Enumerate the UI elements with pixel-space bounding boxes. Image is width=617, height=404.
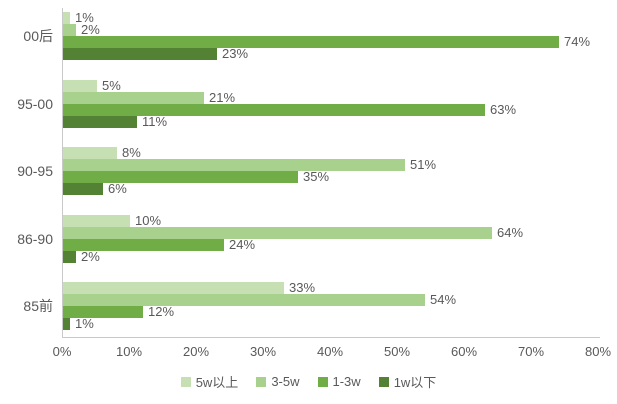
bar-1w以下-86-90 <box>63 250 76 263</box>
bar-1w以下-85前 <box>63 318 70 330</box>
category-label-00后: 00后 <box>23 28 53 44</box>
data-label-1-3w-00后: 74% <box>564 34 591 49</box>
data-label-1-3w-90-95: 35% <box>303 169 330 184</box>
y-axis-line <box>62 8 63 338</box>
x-tick-80%: 80% <box>584 344 612 359</box>
bar-3-5w-86-90 <box>63 226 492 239</box>
bar-3-5w-85前 <box>63 294 425 306</box>
x-tick-0%: 0% <box>52 344 72 359</box>
legend-swatch-icon <box>256 376 267 387</box>
bar-1-3w-90-95 <box>63 171 298 183</box>
legend: 5w以上 3-5w 1-3w 1w以下 <box>0 372 617 391</box>
bar-5w以上-00后 <box>63 12 70 24</box>
data-label-5w以上-86-90: 10% <box>135 212 162 228</box>
legend-label: 3-5w <box>271 374 300 389</box>
bar-1w以下-90-95 <box>63 183 103 195</box>
legend-item-1w以下: 1w以下 <box>378 372 437 391</box>
data-label-1w以下-85前: 1% <box>75 316 94 331</box>
bar-3-5w-95-00 <box>63 91 204 104</box>
x-tick-60%: 60% <box>450 344 478 359</box>
category-label-95-00: 95-00 <box>17 95 53 112</box>
data-label-3-5w-95-00: 21% <box>209 89 236 105</box>
bar-1-3w-00后 <box>63 36 559 48</box>
legend-label: 1w以下 <box>393 375 437 390</box>
bar-1w以下-95-00 <box>63 115 137 128</box>
data-label-3-5w-90-95: 51% <box>410 157 437 172</box>
data-label-3-5w-85前: 54% <box>430 292 457 307</box>
data-label-1-3w-86-90: 24% <box>229 236 256 252</box>
x-tick-40%: 40% <box>316 344 344 359</box>
bar-1w以下-00后 <box>63 48 217 60</box>
data-label-5w以上-85前: 33% <box>289 280 316 295</box>
bar-5w以上-90-95 <box>63 147 117 159</box>
legend-label: 1-3w <box>332 374 361 389</box>
legend-swatch-icon <box>317 376 328 387</box>
category-label-85前: 85前 <box>23 298 53 314</box>
data-label-1w以下-90-95: 6% <box>108 181 127 196</box>
bar-5w以上-85前 <box>63 282 284 294</box>
legend-label: 5w以上 <box>195 375 239 390</box>
bar-5w以上-95-00 <box>63 79 97 92</box>
legend-swatch-icon <box>180 376 191 387</box>
data-label-1w以下-00后: 23% <box>222 46 249 61</box>
data-label-5w以上-95-00: 5% <box>102 77 121 93</box>
data-label-5w以上-00后: 1% <box>75 10 94 25</box>
bar-1-3w-95-00 <box>63 103 485 116</box>
category-label-86-90: 86-90 <box>17 230 53 247</box>
category-label-90-95: 90-95 <box>17 163 53 179</box>
data-label-1w以下-95-00: 11% <box>142 113 168 129</box>
bar-1-3w-86-90 <box>63 238 224 251</box>
x-tick-50%: 50% <box>383 344 411 359</box>
x-tick-20%: 20% <box>182 344 210 359</box>
legend-swatch-icon <box>378 376 389 387</box>
data-label-1-3w-85前: 12% <box>148 304 175 319</box>
x-axis-line <box>62 337 600 338</box>
legend-item-3-5w: 3-5w <box>256 374 300 389</box>
legend-item-1-3w: 1-3w <box>317 374 361 389</box>
data-label-5w以上-90-95: 8% <box>122 145 141 160</box>
x-tick-70%: 70% <box>517 344 545 359</box>
legend-item-5w以上: 5w以上 <box>180 372 239 391</box>
data-label-3-5w-86-90: 64% <box>497 224 524 240</box>
bar-5w以上-86-90 <box>63 214 130 227</box>
data-label-1w以下-86-90: 2% <box>81 248 100 264</box>
x-tick-10%: 10% <box>115 344 143 359</box>
data-label-3-5w-00后: 2% <box>81 22 100 37</box>
bar-3-5w-90-95 <box>63 159 405 171</box>
data-label-1-3w-95-00: 63% <box>490 101 517 117</box>
bar-1-3w-85前 <box>63 306 143 318</box>
x-tick-30%: 30% <box>249 344 277 359</box>
bar-3-5w-00后 <box>63 24 76 36</box>
